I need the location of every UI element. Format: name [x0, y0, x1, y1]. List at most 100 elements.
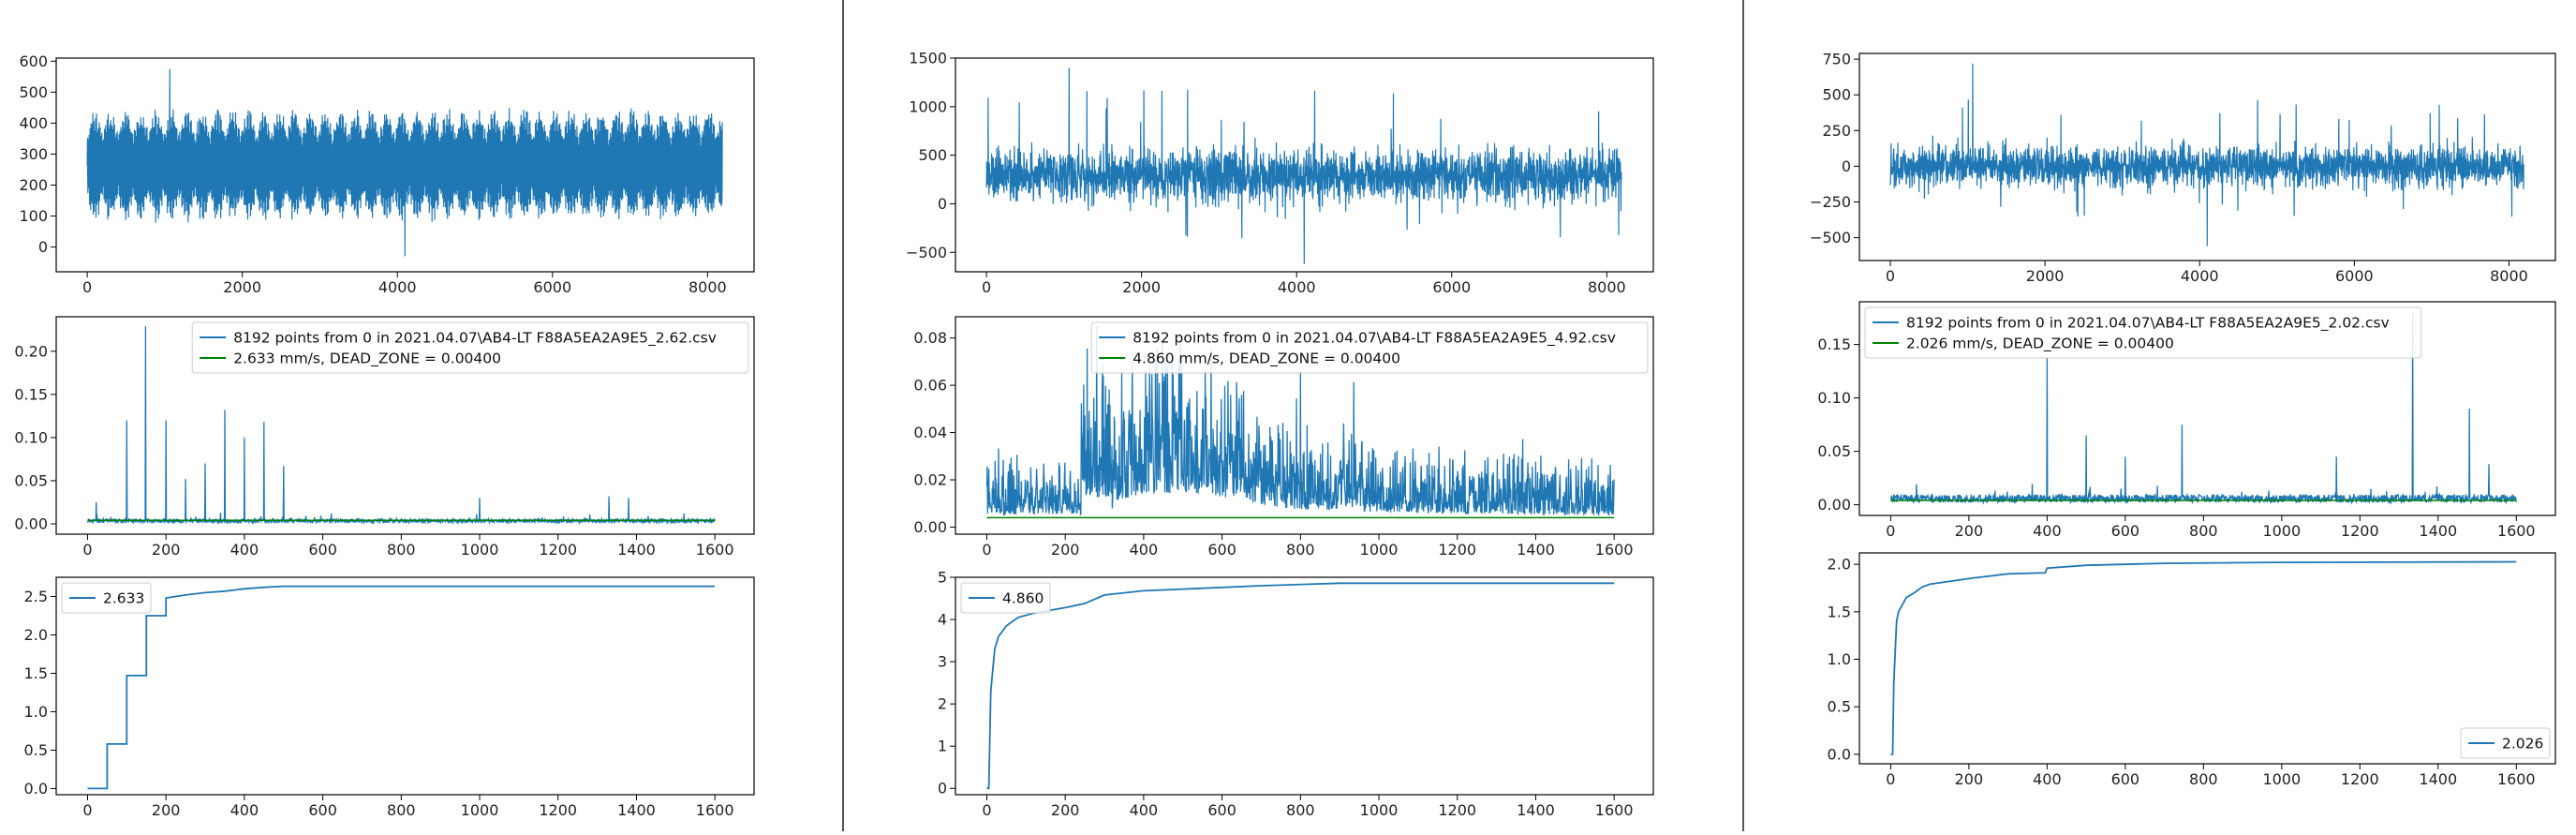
legend-box [960, 582, 1051, 614]
y-tick-label: −500 [1810, 229, 1851, 246]
axes-frame [55, 316, 755, 535]
plot-area [985, 67, 1622, 264]
y-tick-label: 1000 [909, 97, 947, 115]
legend: 8192 points from 0 in 2021.04.07\AB4-LT … [191, 321, 749, 374]
legend-box [1090, 321, 1649, 374]
legend: 8192 points from 0 in 2021.04.07\AB4-LT … [1090, 321, 1649, 374]
x-tick-label: 1400 [2419, 522, 2457, 540]
panel-separator [1742, 0, 1744, 831]
x-tick-label: 0 [982, 278, 991, 296]
y-tick-label: 1.5 [1828, 603, 1851, 620]
plot-area [1889, 63, 2524, 246]
legend-box [1864, 306, 2422, 359]
x-tick-label: 800 [387, 801, 416, 819]
y-tick-label: 0.0 [24, 780, 48, 798]
x-tick-label: 1000 [2262, 770, 2301, 788]
y-tick-label: 0.05 [1817, 442, 1851, 460]
y-tick-label: 0.20 [14, 342, 48, 360]
x-tick-label: 1000 [1360, 801, 1399, 819]
y-tick-label: 5 [938, 569, 947, 587]
x-tick-label: 600 [1207, 801, 1236, 819]
x-tick-label: 4000 [2181, 267, 2219, 285]
y-tick-label: 1500 [909, 50, 947, 67]
y-tick-label: 600 [19, 52, 48, 70]
legend: 2.026 [2460, 727, 2551, 759]
x-tick-label: 1400 [1517, 541, 1555, 559]
x-tick-label: 400 [1130, 541, 1159, 559]
y-tick-label: 750 [1822, 51, 1851, 68]
x-tick-label: 4000 [378, 278, 417, 296]
y-tick-label: 0.10 [14, 428, 48, 446]
x-tick-label: 800 [2189, 770, 2218, 788]
y-tick-label: 1.0 [24, 703, 48, 721]
chart-panel-1-2: 0 200 400 600 800 1000 1200 1400 1600 0.00 0.05 0.1… [14, 316, 755, 559]
axes-frame [1858, 301, 2556, 516]
x-tick-label: 200 [1955, 770, 1984, 788]
legend: 8192 points from 0 in 2021.04.07\AB4-LT … [1864, 306, 2422, 359]
x-tick-label: 200 [1051, 801, 1080, 819]
x-tick-label: 800 [1286, 801, 1315, 819]
y-tick-label: 4 [938, 611, 947, 629]
x-tick-label: 1400 [2419, 770, 2457, 788]
y-tick-label: 2.5 [24, 588, 48, 605]
chart-panel-2-2: 0 200 400 600 800 1000 1200 1400 1600 0.00 0.02 0.0… [913, 316, 1654, 559]
y-tick-label: 300 [19, 145, 48, 163]
cumulative-line [986, 582, 1615, 790]
axes-frame [1858, 552, 2556, 765]
y-tick-label: −500 [906, 244, 947, 261]
x-tick-label: 1400 [617, 541, 656, 559]
axes-frame [955, 316, 1654, 535]
y-tick-label: 0 [38, 238, 48, 256]
spectrum-line [1889, 312, 2517, 505]
x-tick-label: 8000 [2490, 267, 2528, 285]
y-tick-label: 0.02 [913, 471, 947, 489]
x-tick-label: 400 [2033, 770, 2062, 788]
chart-panel-1-1: 0 2000 4000 6000 8000 0 100 200 300 400 500 600 [19, 52, 755, 296]
y-tick-label: 500 [19, 83, 48, 101]
x-tick-label: 0 [1886, 267, 1895, 285]
y-tick-label: 1.5 [24, 664, 48, 682]
x-tick-label: 1600 [1595, 801, 1634, 819]
x-tick-label: 600 [2111, 770, 2140, 788]
signal-line [985, 67, 1622, 264]
axes-frame [955, 57, 1654, 273]
legend-label: 8192 points from 0 in 2021.04.07\AB4-LT … [1906, 315, 2390, 333]
plot-area [86, 68, 723, 257]
x-tick-label: 1000 [461, 801, 499, 819]
x-tick-label: 1600 [2497, 522, 2536, 540]
y-tick-label: 0.5 [24, 741, 48, 759]
y-tick-label: 0.15 [14, 385, 48, 403]
x-tick-label: 0 [1886, 522, 1895, 540]
y-tick-label: 2.0 [1828, 556, 1851, 574]
legend-box [61, 582, 152, 614]
x-tick-label: 1400 [1517, 801, 1555, 819]
x-tick-label: 0 [82, 801, 92, 819]
chart-panel-1-3: 0 200 400 600 800 1000 1200 1400 1600 0.0 0.5 1.0 1.… [24, 576, 755, 819]
legend-label: 8192 points from 0 in 2021.04.07\AB4-LT … [1133, 330, 1616, 348]
y-tick-label: 0.10 [1817, 389, 1851, 407]
x-tick-label: 6000 [533, 278, 571, 296]
signal-line [1889, 63, 2524, 246]
y-tick-label: 200 [19, 176, 48, 194]
x-tick-label: 200 [152, 541, 181, 559]
y-tick-label: 2 [938, 695, 947, 713]
x-tick-label: 2000 [223, 278, 261, 296]
x-tick-label: 800 [2189, 522, 2218, 540]
plot-area [87, 585, 716, 790]
x-tick-label: 0 [982, 541, 991, 559]
y-tick-label: 400 [19, 114, 48, 132]
x-tick-label: 0 [1886, 770, 1895, 788]
legend-label: 8192 points from 0 in 2021.04.07\AB4-LT … [233, 330, 717, 348]
chart-panel-3-1: 0 2000 4000 6000 8000 −500 −250 0 250 500 750 [1810, 51, 2556, 285]
y-tick-label: 0 [938, 195, 947, 213]
axes-frame [55, 57, 755, 273]
x-tick-label: 0 [82, 541, 92, 559]
cumulative-line [1890, 560, 2517, 755]
legend: 2.633 [61, 582, 152, 614]
y-tick-label: 1.0 [1828, 650, 1851, 668]
plot-area [86, 326, 716, 526]
y-tick-label: 2.0 [24, 626, 48, 644]
plot-area [1890, 560, 2517, 755]
